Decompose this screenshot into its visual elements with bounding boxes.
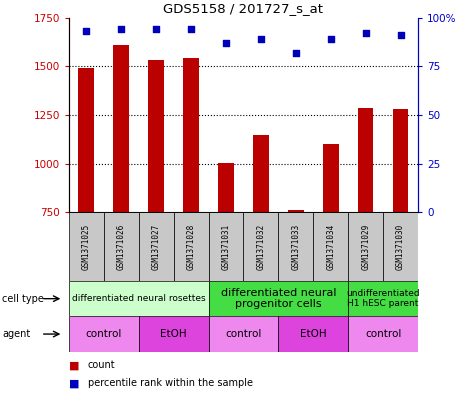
Text: count: count (88, 360, 115, 371)
Bar (174, 212, 209, 281)
Point (397, 32, 404, 39)
Bar (104, 212, 139, 281)
Text: agent: agent (2, 329, 30, 339)
Text: control: control (86, 329, 122, 339)
Text: GSM1371027: GSM1371027 (152, 224, 161, 270)
Point (117, 26, 125, 33)
Point (187, 26, 195, 33)
Bar (323, 144, 339, 212)
Bar (243, 212, 278, 281)
Text: GSM1371031: GSM1371031 (221, 224, 230, 270)
Bar (69, 316, 139, 352)
Text: EtOH: EtOH (300, 329, 327, 339)
Bar (183, 57, 199, 212)
Text: GSM1371033: GSM1371033 (291, 224, 300, 270)
Text: control: control (225, 329, 262, 339)
Bar (148, 61, 164, 212)
Bar (393, 109, 408, 212)
Text: GSM1371032: GSM1371032 (256, 224, 266, 270)
Bar (139, 316, 209, 352)
Bar (78, 68, 94, 212)
Text: control: control (365, 329, 401, 339)
Point (292, 50, 300, 56)
Bar (114, 45, 129, 212)
Text: percentile rank within the sample: percentile rank within the sample (88, 378, 253, 388)
Bar (278, 316, 348, 352)
Text: GSM1371025: GSM1371025 (82, 224, 91, 270)
Text: cell type: cell type (2, 294, 44, 304)
Bar (358, 108, 373, 212)
Text: ■: ■ (69, 360, 79, 371)
Bar (348, 316, 418, 352)
Bar (253, 135, 269, 212)
Point (327, 36, 334, 42)
Bar (69, 212, 104, 281)
Bar (348, 212, 383, 281)
Text: differentiated neural rosettes: differentiated neural rosettes (72, 294, 206, 303)
Bar (348, 281, 418, 316)
Bar (383, 212, 418, 281)
Bar (314, 212, 348, 281)
Text: ■: ■ (69, 378, 79, 388)
Text: GSM1371026: GSM1371026 (117, 224, 126, 270)
Text: GSM1371028: GSM1371028 (187, 224, 196, 270)
Bar (209, 212, 243, 281)
Point (362, 30, 370, 37)
Point (83, 28, 90, 35)
Bar (278, 212, 314, 281)
Text: undifferentiated
H1 hESC parent: undifferentiated H1 hESC parent (346, 289, 420, 309)
Bar (209, 281, 348, 316)
Bar (288, 210, 304, 212)
Title: GDS5158 / 201727_s_at: GDS5158 / 201727_s_at (163, 2, 323, 15)
Text: GSM1371034: GSM1371034 (326, 224, 335, 270)
Text: EtOH: EtOH (160, 329, 187, 339)
Text: differentiated neural
progenitor cells: differentiated neural progenitor cells (220, 288, 336, 309)
Bar (139, 212, 173, 281)
Bar (209, 316, 278, 352)
Bar (69, 281, 209, 316)
Bar (218, 163, 234, 212)
Point (222, 40, 230, 46)
Text: GSM1371030: GSM1371030 (396, 224, 405, 270)
Point (152, 26, 160, 33)
Text: GSM1371029: GSM1371029 (361, 224, 370, 270)
Point (257, 36, 265, 42)
